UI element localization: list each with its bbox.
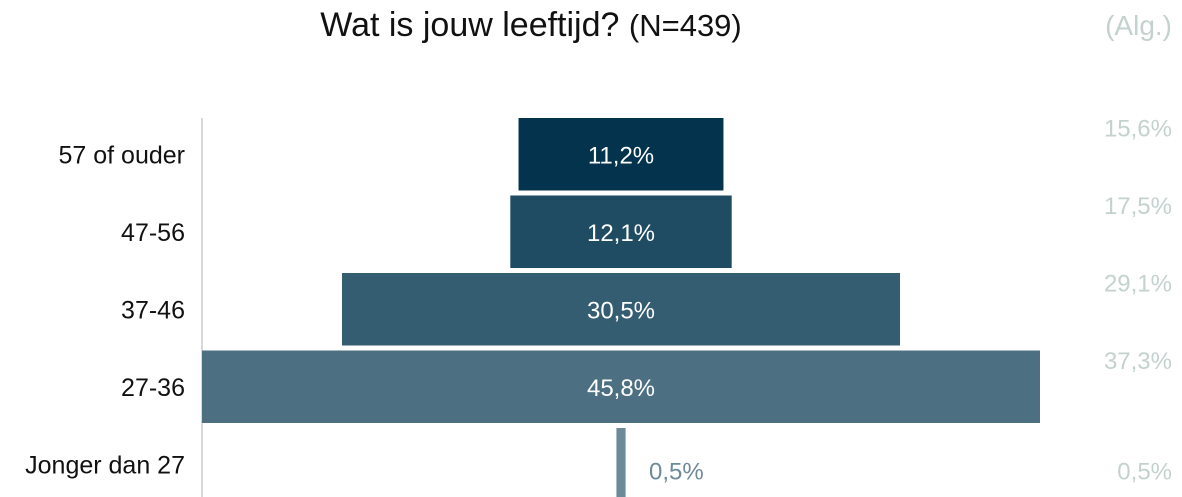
data-label: 11,2% <box>588 142 654 169</box>
bar <box>341 273 901 346</box>
alg-value-label: 0,5% <box>1117 458 1172 485</box>
title-sample-size: (N=439) <box>628 8 742 43</box>
data-label: 45,8% <box>587 375 655 402</box>
alg-value-label: 15,6% <box>1104 115 1172 142</box>
alg-value-label: 29,1% <box>1104 270 1172 297</box>
alg-value-label: 37,3% <box>1104 348 1172 375</box>
data-label: 0,5% <box>649 458 704 485</box>
data-label: 30,5% <box>587 297 655 324</box>
category-label: 27-36 <box>121 374 185 402</box>
bar <box>616 428 626 497</box>
category-label: Jonger dan 27 <box>25 451 185 479</box>
bar <box>510 195 732 268</box>
category-label: 37-46 <box>121 296 185 324</box>
chart-title: Wat is jouw leeftijd? (N=439) <box>0 6 1062 45</box>
category-label: 47-56 <box>121 219 185 247</box>
alg-column-header: (Alg.) <box>1105 10 1172 41</box>
bar <box>518 118 724 191</box>
bar <box>202 350 1040 423</box>
alg-value-label: 17,5% <box>1104 193 1172 220</box>
category-label: 57 of ouder <box>59 141 186 169</box>
title-text: Wat is jouw leeftijd? <box>320 6 620 44</box>
data-label: 12,1% <box>587 220 655 247</box>
